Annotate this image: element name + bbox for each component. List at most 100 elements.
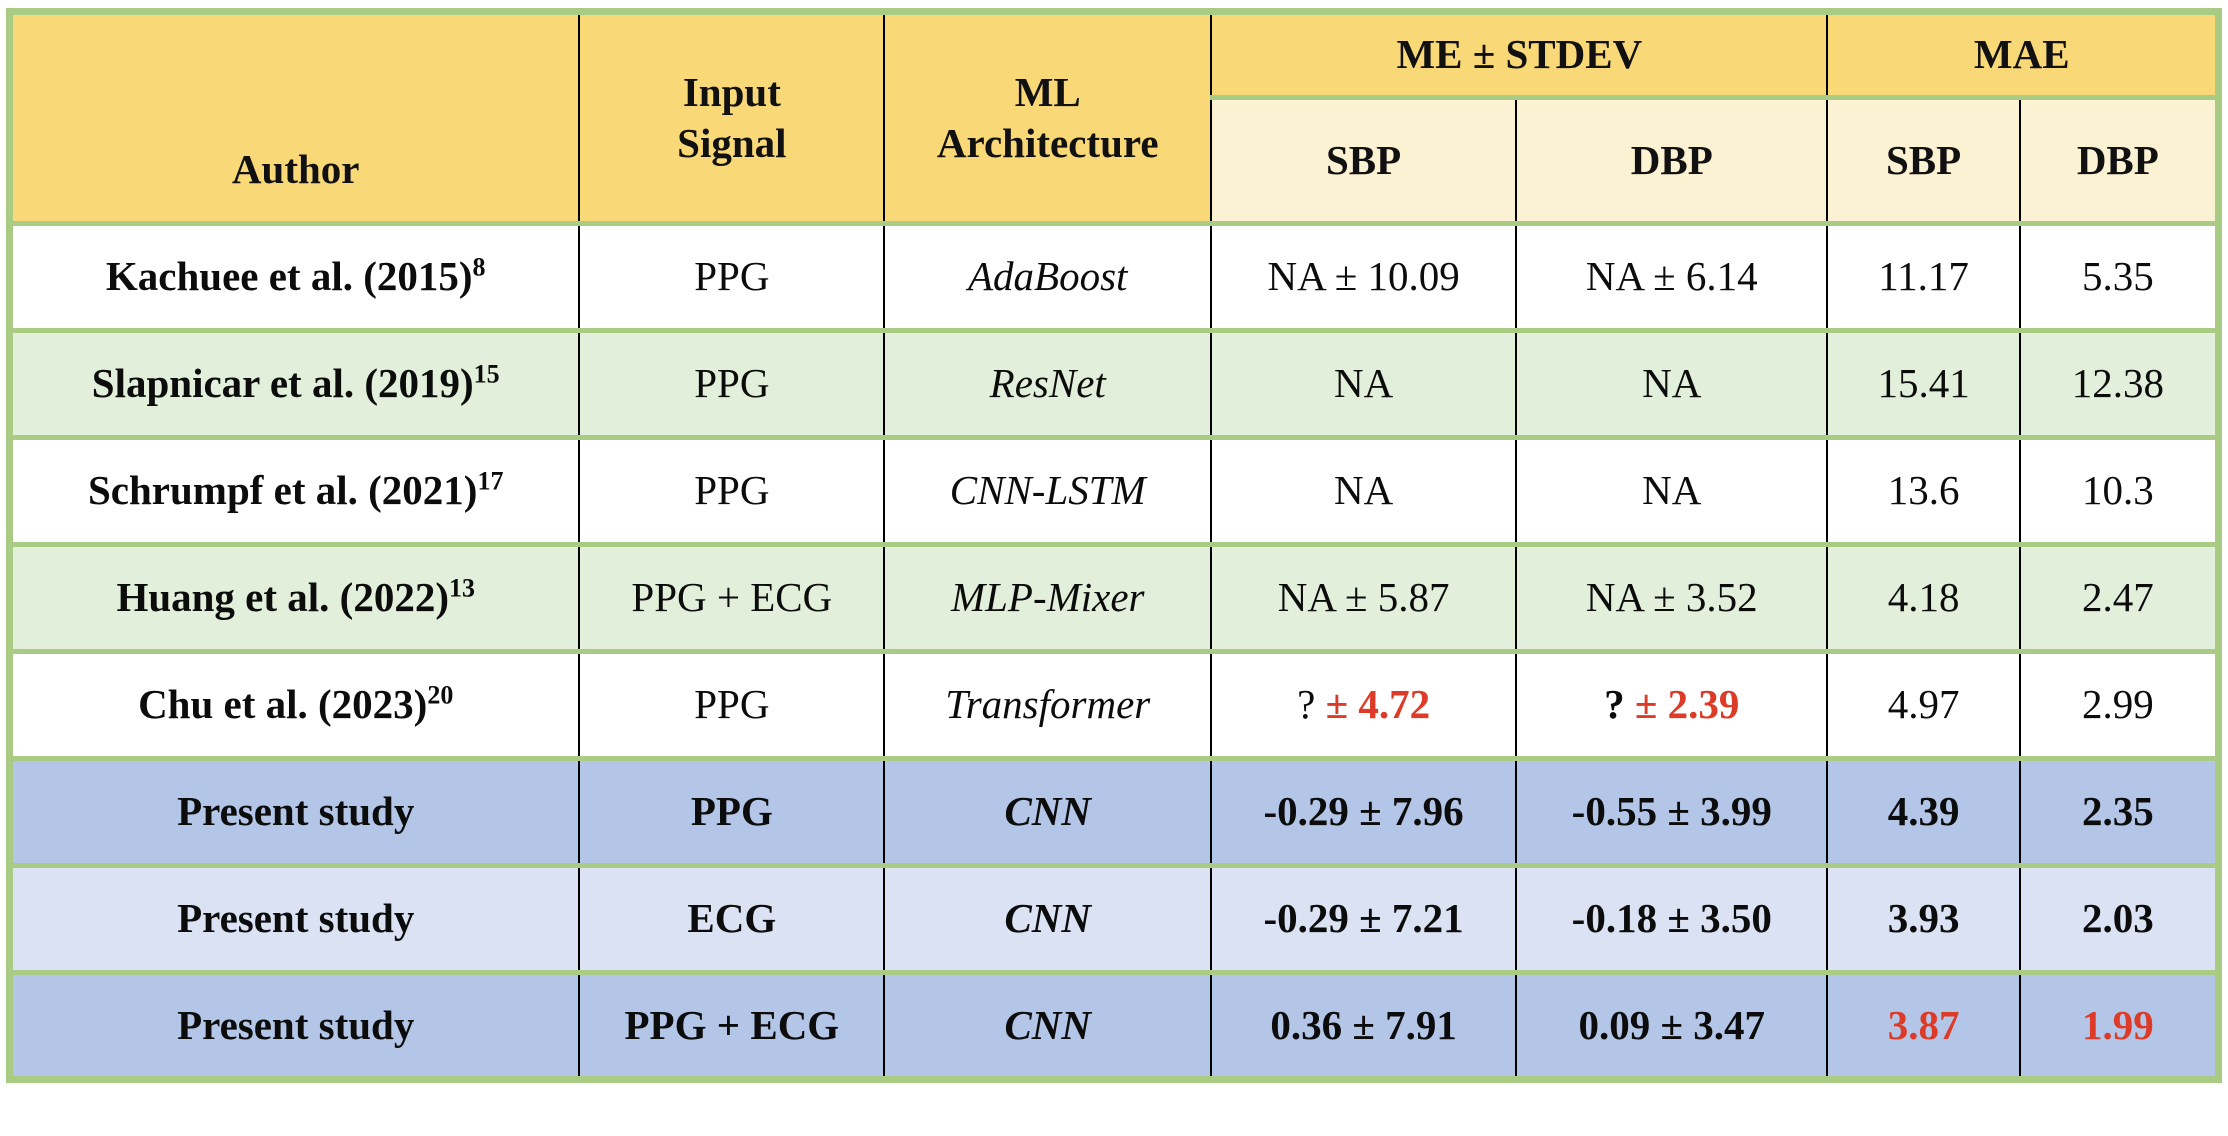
author-text: Huang et al. (2022) [116, 574, 449, 621]
value-text: 1.99 [2081, 1001, 2154, 1048]
cell-author: Present study [8, 970, 581, 1082]
cell-author: Schrumpf et al. (2021)17 [8, 435, 581, 547]
cell-input-signal: PPG [578, 221, 886, 333]
cell-input-signal: PPG [578, 649, 886, 761]
cell-ml-architecture: AdaBoost [883, 221, 1213, 333]
value-text: NA [1333, 360, 1394, 407]
cell-input-signal: PPG [578, 328, 886, 440]
cell-me-dbp: NA [1515, 435, 1829, 547]
cell-ml-architecture: ResNet [883, 328, 1213, 440]
header-me-dbp: DBP [1515, 95, 1829, 226]
header-mae-sbp: SBP [1826, 95, 2021, 226]
author-text: Present study [177, 1001, 415, 1048]
cell-input-signal: PPG + ECG [578, 542, 886, 654]
cell-me-dbp: -0.55 ± 3.99 [1515, 756, 1829, 868]
cell-me-sbp: -0.29 ± 7.21 [1210, 863, 1518, 975]
author-text: Present study [177, 788, 415, 835]
table-row: Huang et al. (2022)13 PPG + ECG MLP-Mixer N… [8, 542, 2220, 654]
cell-author: Chu et al. (2023)20 [8, 649, 581, 761]
value-text: 10.3 [2081, 467, 2154, 514]
value-text: 2.47 [2081, 574, 2154, 621]
value-text: 13.6 [1887, 467, 1960, 514]
citation-superscript: 15 [473, 359, 500, 389]
cell-me-sbp: NA [1210, 328, 1518, 440]
citation-superscript: 17 [477, 466, 504, 496]
cell-mae-dbp: 5.35 [2018, 221, 2220, 333]
value-text: NA ± 5.87 [1277, 574, 1450, 621]
cell-author: Huang et al. (2022)13 [8, 542, 581, 654]
header-me-sbp: SBP [1210, 95, 1518, 226]
cell-me-dbp: NA ± 6.14 [1515, 221, 1829, 333]
cell-mae-dbp: 2.35 [2018, 756, 2220, 868]
cell-me-sbp: -0.29 ± 7.96 [1210, 756, 1518, 868]
cell-me-sbp: 0.36 ± 7.91 [1210, 970, 1518, 1082]
cell-me-dbp: NA ± 3.52 [1515, 542, 1829, 654]
cell-ml-architecture: Transformer [883, 649, 1213, 761]
cell-mae-sbp: 4.39 [1826, 756, 2021, 868]
table-row: Chu et al. (2023)20 PPG Transformer? ± 4.7… [8, 649, 2220, 761]
table-row: Kachuee et al. (2015)8 PPG AdaBoost NA ± 10… [8, 221, 2220, 333]
value-text: 15.41 [1877, 360, 1970, 407]
cell-me-sbp: NA ± 5.87 [1210, 542, 1518, 654]
cell-me-sbp: ? ± 4.72 [1210, 649, 1518, 761]
cell-input-signal: PPG [578, 756, 886, 868]
value-text: NA [1333, 467, 1394, 514]
cell-me-dbp: NA [1515, 328, 1829, 440]
author-text: Chu et al. (2023) [138, 681, 428, 728]
table-header: Author Input Signal ML Architecture ME ±… [8, 9, 2220, 226]
value-text: 3.93 [1887, 895, 1960, 942]
cell-mae-sbp: 3.87 [1826, 970, 2021, 1082]
value-text: NA [1642, 360, 1702, 407]
cell-author: Present study [8, 863, 581, 975]
cell-mae-dbp: 12.38 [2018, 328, 2220, 440]
cell-author: Slapnicar et al. (2019)15 [8, 328, 581, 440]
value-text: NA ± 10.09 [1267, 253, 1460, 300]
cell-ml-architecture: CNN-LSTM [883, 435, 1213, 547]
value-text: ? [1297, 681, 1326, 728]
cell-ml-architecture: CNN [883, 863, 1213, 975]
cell-mae-dbp: 1.99 [2018, 970, 2220, 1082]
cell-mae-dbp: 2.99 [2018, 649, 2220, 761]
cell-input-signal: PPG [578, 435, 886, 547]
value-text: -0.18 ± 3.50 [1571, 895, 1772, 942]
value-text: 2.99 [2081, 681, 2154, 728]
value-text: ± 2.39 [1634, 681, 1740, 728]
value-text: 0.09 ± 3.47 [1578, 1001, 1765, 1048]
cell-author: Kachuee et al. (2015)8 [8, 221, 581, 333]
value-text: 12.38 [2071, 360, 2164, 407]
value-text: 4.97 [1887, 681, 1960, 728]
cell-mae-sbp: 15.41 [1826, 328, 2021, 440]
value-text: -0.29 ± 7.21 [1263, 895, 1464, 942]
cell-ml-architecture: MLP-Mixer [883, 542, 1213, 654]
header-row-top: Author Input Signal ML Architecture ME ±… [8, 9, 2220, 226]
value-text: NA ± 3.52 [1585, 574, 1758, 621]
cell-me-dbp: -0.18 ± 3.50 [1515, 863, 1829, 975]
cell-ml-architecture: CNN [883, 970, 1213, 1082]
cell-me-sbp: NA ± 10.09 [1210, 221, 1518, 333]
table-row: Present study PPG + ECG CNN 0.36 ± 7.91 0.09… [8, 970, 2220, 1082]
cell-me-dbp: ? ± 2.39 [1515, 649, 1829, 761]
value-text: 11.17 [1878, 253, 1969, 300]
header-input-signal: Input Signal [578, 9, 886, 226]
value-text: 3.87 [1887, 1001, 1960, 1048]
value-text: 2.03 [2081, 895, 2154, 942]
value-text: 4.39 [1887, 788, 1960, 835]
value-text: -0.55 ± 3.99 [1571, 788, 1772, 835]
cell-mae-dbp: 10.3 [2018, 435, 2220, 547]
cell-me-dbp: 0.09 ± 3.47 [1515, 970, 1829, 1082]
value-text: 5.35 [2081, 253, 2154, 300]
value-text: 4.18 [1887, 574, 1960, 621]
header-author: Author [8, 9, 581, 226]
value-text: -0.29 ± 7.96 [1263, 788, 1464, 835]
comparison-table: Author Input Signal ML Architecture ME ±… [6, 8, 2222, 1083]
value-text: ? [1604, 681, 1635, 728]
value-text: 0.36 ± 7.91 [1270, 1001, 1457, 1048]
cell-mae-sbp: 4.97 [1826, 649, 2021, 761]
cell-mae-sbp: 4.18 [1826, 542, 2021, 654]
author-text: Kachuee et al. (2015) [105, 253, 473, 300]
header-mae-dbp: DBP [2018, 95, 2220, 226]
cell-ml-architecture: CNN [883, 756, 1213, 868]
author-text: Schrumpf et al. (2021) [87, 467, 478, 514]
table-row: Present study ECG CNN -0.29 ± 7.21 -0.18 ± 3… [8, 863, 2220, 975]
